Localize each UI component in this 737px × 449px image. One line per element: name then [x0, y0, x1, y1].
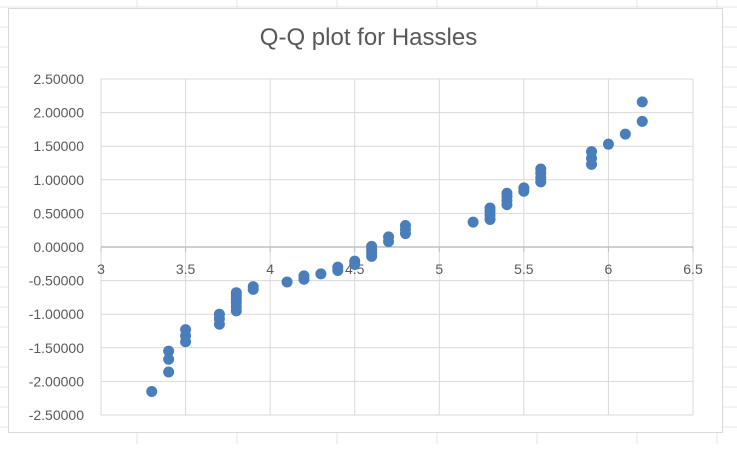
y-tick-label: -2.50000: [29, 407, 84, 423]
x-tick-label: 4: [266, 261, 274, 277]
y-tick-label: 1.00000: [33, 172, 84, 188]
data-point[interactable]: [467, 216, 479, 228]
data-point[interactable]: [315, 268, 327, 280]
y-tick-label: 0.00000: [33, 239, 84, 255]
data-point[interactable]: [163, 366, 175, 378]
x-tick-label: 3: [97, 261, 105, 277]
data-point[interactable]: [484, 202, 496, 214]
x-tick-label: 6: [605, 261, 613, 277]
data-points: [146, 96, 648, 397]
y-tick-label: 2.00000: [33, 105, 84, 121]
data-point[interactable]: [518, 182, 530, 194]
x-tick-label: 5.5: [514, 261, 534, 277]
y-tick-label: -0.50000: [29, 273, 84, 289]
data-point[interactable]: [383, 231, 395, 243]
gridlines: [100, 78, 694, 416]
x-tick-label: 6.5: [683, 261, 703, 277]
data-point[interactable]: [586, 146, 598, 158]
data-point[interactable]: [636, 115, 648, 127]
data-point[interactable]: [180, 324, 192, 336]
y-tick-label: 0.50000: [33, 205, 84, 221]
x-tick-label: 5: [435, 261, 443, 277]
data-point[interactable]: [230, 287, 242, 299]
y-tick-labels: 2.50000 2.00000 1.50000 1.00000 0.50000 0.000…: [29, 71, 84, 423]
x-tick-labels: 33.544.555.566.5: [97, 261, 703, 277]
data-point[interactable]: [332, 261, 344, 273]
data-point[interactable]: [298, 270, 310, 282]
y-tick-label: -1.00000: [29, 306, 84, 322]
data-point[interactable]: [247, 281, 259, 293]
data-point[interactable]: [399, 219, 411, 231]
data-point[interactable]: [501, 187, 513, 199]
data-point[interactable]: [281, 276, 293, 288]
x-tick-label: 3.5: [176, 261, 196, 277]
y-tick-label: 1.50000: [33, 138, 84, 154]
y-tick-label: -1.50000: [29, 340, 84, 356]
data-point[interactable]: [636, 96, 648, 108]
data-point[interactable]: [163, 353, 175, 365]
data-point[interactable]: [602, 138, 614, 150]
y-tick-label: -2.00000: [29, 373, 84, 389]
chart-title: Q-Q plot for Hassles: [259, 24, 478, 51]
axes: [100, 246, 694, 252]
data-point[interactable]: [535, 163, 547, 175]
data-point[interactable]: [349, 255, 361, 267]
data-point[interactable]: [146, 385, 158, 397]
data-point[interactable]: [163, 345, 175, 357]
y-tick-label: 2.50000: [33, 71, 84, 87]
data-point[interactable]: [619, 128, 631, 140]
data-point[interactable]: [213, 308, 225, 320]
data-point[interactable]: [366, 240, 378, 252]
